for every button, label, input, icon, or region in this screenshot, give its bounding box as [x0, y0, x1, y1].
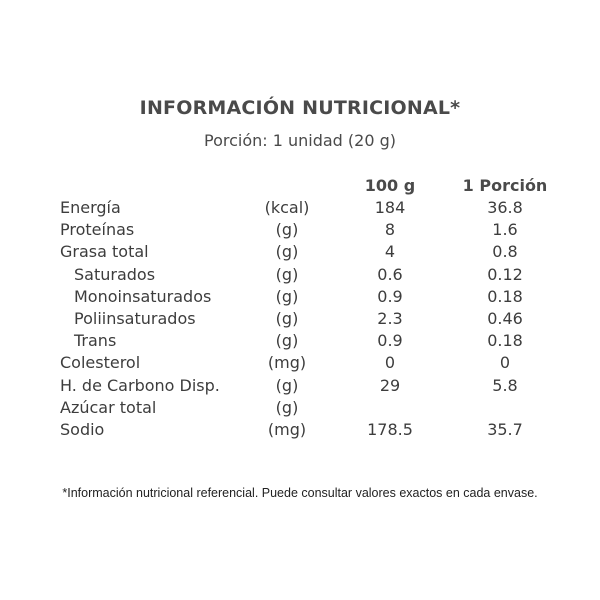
- nutrient-name: Energía: [60, 198, 121, 217]
- nutrient-name: Monoinsaturados: [74, 287, 212, 306]
- nutrient-name: Grasa total: [60, 242, 149, 261]
- value-per-100g: 178.5: [367, 420, 413, 439]
- value-per-100g: 0: [384, 353, 396, 372]
- nutrition-title: INFORMACIÓN NUTRICIONAL*: [139, 97, 461, 119]
- nutrient-name: Colesterol: [60, 353, 141, 372]
- nutrient-unit: (g): [275, 331, 299, 350]
- nutrient-name: H. de Carbono Disp.: [60, 376, 220, 395]
- value-per-portion: 0.18: [487, 331, 523, 350]
- portion-size: Porción: 1 unidad (20 g): [203, 131, 397, 150]
- value-per-100g: 4: [384, 242, 396, 261]
- value-per-portion: 0.18: [487, 287, 523, 306]
- nutrient-name: Poliinsaturados: [74, 309, 196, 328]
- nutrient-name: Saturados: [74, 265, 156, 284]
- footnote: *Información nutricional referencial. Pu…: [62, 486, 538, 500]
- column-header-100g: 100 g: [364, 176, 416, 195]
- value-per-100g: 8: [384, 220, 396, 239]
- value-per-100g: 0.6: [377, 265, 403, 284]
- nutrient-name: Azúcar total: [60, 398, 157, 417]
- nutrient-unit: (g): [275, 309, 299, 328]
- value-per-portion: 36.8: [487, 198, 523, 217]
- nutrient-unit: (g): [275, 265, 299, 284]
- nutrient-unit: (g): [275, 287, 299, 306]
- value-per-portion: 0.12: [487, 265, 523, 284]
- value-per-portion: 0: [499, 353, 511, 372]
- nutrient-unit: (mg): [267, 353, 307, 372]
- nutrient-name: Proteínas: [60, 220, 135, 239]
- value-per-100g: 184: [374, 198, 406, 217]
- value-per-100g: 0.9: [377, 331, 403, 350]
- nutrient-unit: (g): [275, 220, 299, 239]
- nutrient-name: Sodio: [60, 420, 105, 439]
- nutrient-unit: (g): [275, 398, 299, 417]
- value-per-portion: 35.7: [487, 420, 523, 439]
- value-per-100g: 0.9: [377, 287, 403, 306]
- value-per-100g: 2.3: [377, 309, 403, 328]
- nutrient-unit: (g): [275, 376, 299, 395]
- nutrient-unit: (mg): [267, 420, 307, 439]
- nutrient-unit: (kcal): [264, 198, 310, 217]
- value-per-portion: 0.46: [487, 309, 523, 328]
- value-per-portion: 0.8: [492, 242, 518, 261]
- nutrient-name: Trans: [74, 331, 117, 350]
- column-header-portion: 1 Porción: [462, 176, 548, 195]
- nutrient-unit: (g): [275, 242, 299, 261]
- value-per-100g: 29: [379, 376, 401, 395]
- value-per-portion: 5.8: [492, 376, 518, 395]
- value-per-portion: 1.6: [492, 220, 518, 239]
